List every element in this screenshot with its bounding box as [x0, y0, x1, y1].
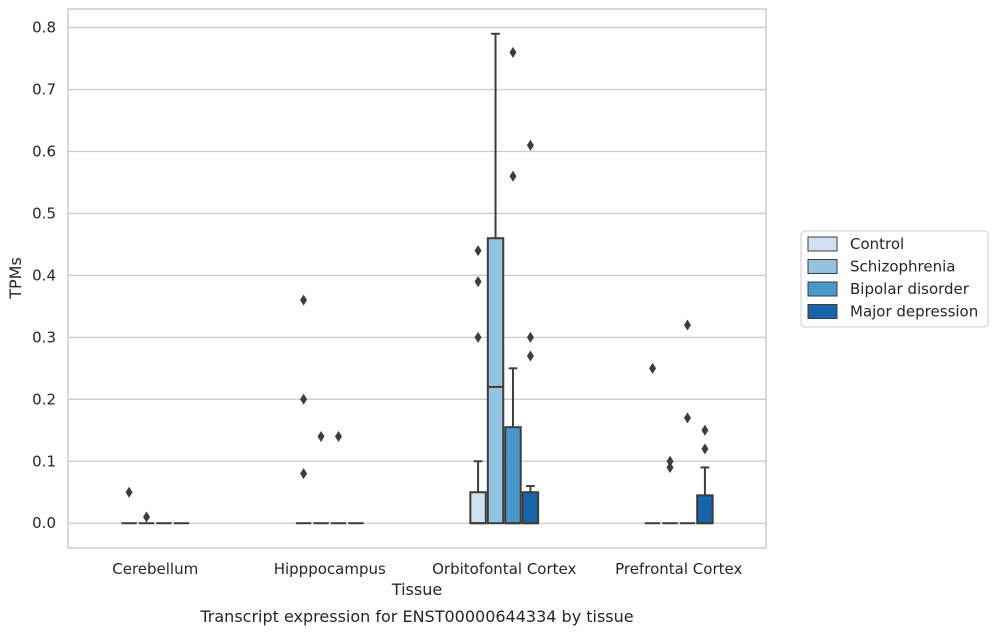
box-body: [469, 491, 487, 525]
outlier-point: [683, 412, 691, 424]
outlier-point: [474, 276, 482, 288]
outlier-point: [526, 331, 534, 343]
outlier-point: [300, 468, 308, 480]
outlier-point: [300, 294, 308, 306]
legend: Control Schizophrenia Bipolar disorder Majo…: [800, 230, 989, 328]
plot-frame: [67, 8, 767, 549]
box-2-2: [504, 367, 522, 525]
outlier-point: [300, 393, 308, 405]
y-tick-label: 0.3: [32, 328, 56, 346]
outlier-point: [526, 350, 534, 362]
box-body: [504, 426, 522, 525]
x-tick-labels: Cerebellum Hipppocampus Orbitofontal Corte…: [112, 560, 742, 578]
outlier-point: [125, 486, 133, 498]
y-tick-labels: 0.0 0.1 0.2 0.3 0.4 0.5 0.6 0.7 0.8: [32, 19, 56, 533]
outlier-point: [649, 362, 657, 374]
x-tick-label: Hipppocampus: [274, 560, 386, 578]
outlier-point: [509, 46, 517, 58]
outlier-point: [474, 331, 482, 343]
y-tick-label: 0.0: [32, 514, 56, 532]
outlier-point: [701, 443, 709, 455]
outlier-point: [701, 424, 709, 436]
outlier-point: [666, 455, 674, 467]
x-tick-label: Prefrontal Cortex: [615, 560, 742, 578]
box-body: [521, 491, 540, 525]
chart-caption: Transcript expression for ENST0000064433…: [199, 607, 633, 626]
legend-label: Schizophrenia: [850, 258, 955, 276]
y-tick-label: 0.8: [32, 19, 56, 37]
legend-swatch: [807, 304, 838, 319]
outlier-point: [666, 461, 674, 473]
box-body: [696, 494, 714, 525]
legend-frame: [800, 230, 989, 328]
outlier-point: [317, 430, 325, 442]
y-tick-label: 0.2: [32, 390, 56, 408]
y-tick-label: 0.4: [32, 266, 56, 284]
box-body: [486, 237, 505, 525]
box-2-3: [521, 485, 540, 525]
x-tick-label: Orbitofontal Cortex: [432, 560, 576, 578]
outlier-point: [143, 511, 151, 523]
box-3-3: [696, 466, 714, 525]
box-2-0: [469, 460, 487, 525]
x-axis-label: Tissue: [391, 580, 442, 599]
x-tick-label: Cerebellum: [112, 560, 198, 578]
y-axis-label: TPMs: [6, 257, 25, 300]
outlier-point: [474, 245, 482, 257]
outlier-point: [683, 319, 691, 331]
legend-swatch: [807, 236, 838, 252]
y-tick-label: 0.1: [32, 452, 56, 470]
grid-lines: [68, 26, 766, 524]
outlier-point: [509, 170, 517, 182]
legend-label: Major depression: [850, 303, 978, 321]
legend-label: Bipolar disorder: [850, 280, 970, 298]
y-tick-label: 0.5: [32, 204, 56, 222]
y-tick-label: 0.7: [32, 81, 56, 99]
legend-swatch: [807, 281, 838, 297]
boxes: [121, 32, 714, 525]
outlier-point: [334, 430, 342, 442]
box-2-1: [486, 32, 505, 525]
legend-label: Control: [850, 235, 904, 253]
outlier-point: [526, 139, 534, 151]
legend-swatch: [807, 259, 838, 274]
y-tick-label: 0.6: [32, 142, 56, 160]
outliers: [125, 46, 709, 523]
